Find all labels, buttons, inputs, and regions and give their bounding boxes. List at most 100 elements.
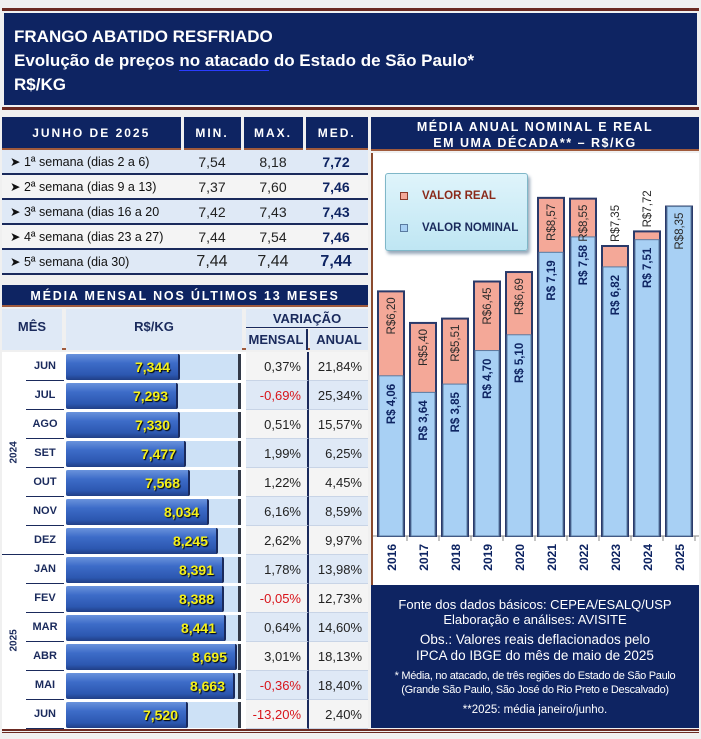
month-label: MAR (26, 613, 64, 642)
variation-annual: 12,73% (309, 584, 368, 613)
bar-nominal (506, 334, 532, 537)
header-month: MÊS (2, 309, 62, 350)
legend-item-nominal: VALOR NOMINAL (400, 222, 518, 234)
week-max: 7,43 (242, 199, 304, 225)
variation-monthly: -0,69% (246, 381, 309, 410)
week-label: ➤ 4ª semana (dias 23 a 27) (2, 224, 182, 250)
month-bar: 7,293 (66, 383, 178, 409)
month-label: DEZ (26, 526, 64, 555)
x-tick-label: 2019 (481, 544, 495, 571)
week-med: 7,72 (304, 149, 368, 175)
x-tick-label: 2022 (577, 544, 591, 571)
bar-nominal (474, 350, 500, 537)
month-row: JUL 7,293 -0,69% 25,34% (2, 381, 368, 410)
label-real: R$8,35 (674, 213, 686, 250)
variation-monthly: -0,36% (246, 671, 309, 700)
week-max: 7,60 (242, 174, 304, 200)
year-label: 2025 (8, 629, 20, 652)
month-bar: 7,344 (66, 354, 180, 380)
footnote-3: **2025: média janeiro/junho. (462, 704, 608, 716)
header: FRANGO ABATIDO RESFRIADO Evolução de pre… (2, 8, 699, 110)
month-label: MAI (26, 671, 64, 700)
variation-monthly: 2,62% (246, 526, 309, 555)
bottom-divider (2, 729, 699, 733)
bar-nominal (442, 383, 468, 537)
label-real: R$8,55 (578, 205, 590, 242)
week-med: 7,44 (304, 249, 368, 275)
week-label: ➤ 5ª semana (dia 30) (2, 249, 182, 275)
variation-monthly: -13,20% (246, 700, 309, 729)
x-tick-label: 2024 (641, 544, 655, 571)
month-bar: 8,441 (66, 615, 226, 641)
page-title: FRANGO ABATIDO RESFRIADO (14, 27, 273, 46)
month-row: JUN 7,520 -13,20% 2,40% (2, 700, 368, 729)
week-min: 7,37 (182, 174, 242, 200)
week-med: 7,43 (304, 199, 368, 225)
label-nominal: R$ 3,85 (450, 391, 462, 432)
x-tick-label: 2021 (545, 544, 559, 571)
month-row: ABR 8,695 3,01% 18,13% (2, 642, 368, 671)
week-label: ➤ 2ª semana (dias 9 a 13) (2, 174, 182, 200)
month-label: AGO (26, 410, 64, 439)
label-nominal: R$ 7,19 (546, 260, 558, 300)
bar-nominal (634, 239, 660, 537)
legend-swatch-nominal (400, 223, 408, 232)
legend-label-nominal: VALOR NOMINAL (422, 222, 519, 234)
label-nominal: R$ 4,70 (482, 359, 494, 399)
month-label: JUN (26, 700, 64, 729)
x-tick-label: 2017 (417, 544, 431, 571)
annual-chart-svg: R$6,20 R$ 4,06 2016 R$5,40 R$ 3,64 2017 R$5,51… (373, 190, 699, 571)
variation-monthly: 1,78% (246, 555, 309, 584)
bar-nominal (570, 236, 596, 537)
weekly-row: ➤ 3ª semana (dias 16 a 20 7,42 7,43 7,43 (2, 199, 368, 225)
variation-annual: 2,40% (309, 700, 368, 729)
month-bar: 7,568 (66, 470, 190, 496)
label-real: R$8,57 (546, 204, 558, 241)
footnote-1: * Média, no atacado, de três regiões do … (394, 670, 676, 682)
elaboration-note: Elaboração e análises: AVISITE (443, 612, 627, 627)
month-bar: 7,477 (66, 441, 186, 467)
obs-note-1: Obs.: Valores reais deflacionados pelo (419, 632, 651, 647)
notes-panel: Fonte dos dados básicos: CEPEA/ESALQ/USP… (371, 585, 699, 728)
subtitle-text-end: do Estado de São Paulo* (269, 51, 475, 70)
month-row: JAN 8,391 1,78% 13,98% (2, 555, 368, 584)
month-row: FEV 8,388 -0,05% 12,73% (2, 584, 368, 613)
variation-monthly: 0,37% (246, 352, 309, 381)
bar-nominal (666, 206, 692, 537)
bar-nominal (602, 266, 628, 537)
x-tick-label: 2025 (673, 544, 687, 571)
label-nominal: R$ 4,06 (386, 384, 398, 424)
subtitle-link[interactable]: no atacado (179, 51, 270, 71)
label-nominal: R$ 6,82 (610, 275, 622, 315)
month-row: OUT 7,568 1,22% 4,45% (2, 468, 368, 497)
chart-title: MÉDIA ANUAL NOMINAL E REAL EM UMA DÉCADA… (371, 117, 699, 151)
month-label: JUL (26, 381, 64, 410)
variation-annual: 13,98% (309, 555, 368, 584)
weekly-row: ➤ 4ª semana (dias 23 a 27) 7,44 7,54 7,46 (2, 224, 368, 250)
month-label: JUN (26, 352, 64, 381)
month-label: NOV (26, 497, 64, 526)
week-min: 7,54 (182, 149, 242, 175)
variation-annual: 8,59% (309, 497, 368, 526)
label-real: R$6,45 (482, 288, 494, 325)
month-row: SET 7,477 1,99% 6,25% (2, 439, 368, 468)
monthly-title: MÉDIA MENSAL NOS ÚLTIMOS 13 MESES (2, 285, 368, 307)
month-label: JAN (26, 555, 64, 584)
header-value: R$/KG (66, 309, 242, 350)
weekly-row: ➤ 1ª semana (dias 2 a 6) 7,54 8,18 7,72 (2, 149, 368, 175)
variation-annual: 15,57% (309, 410, 368, 439)
variation-monthly: 0,51% (246, 410, 309, 439)
annual-chart: R$6,20 R$ 4,06 2016 R$5,40 R$ 3,64 2017 R$5,51… (371, 153, 699, 585)
obs-note-2: IPCA do IBGE do mês de maio de 2025 (416, 648, 654, 663)
month-bar: 8,388 (66, 586, 224, 612)
weekly-header-period: JUNHO DE 2025 (2, 117, 184, 150)
bar-nominal (378, 375, 404, 537)
month-bar: 8,245 (66, 528, 218, 554)
month-bar: 7,520 (66, 702, 188, 728)
weekly-row: ➤ 2ª semana (dias 9 a 13) 7,37 7,60 7,46 (2, 174, 368, 200)
label-real: R$6,69 (514, 278, 526, 315)
variation-annual: 25,34% (309, 381, 368, 410)
weekly-header-max: MAX. (242, 117, 306, 150)
week-med: 7,46 (304, 224, 368, 250)
footnote-2: (Grande São Paulo, São José do Rio Preto… (401, 684, 669, 696)
